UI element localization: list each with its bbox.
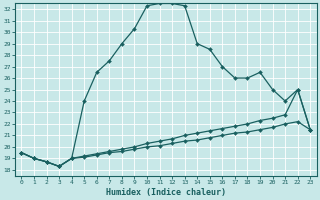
X-axis label: Humidex (Indice chaleur): Humidex (Indice chaleur) [106, 188, 226, 197]
